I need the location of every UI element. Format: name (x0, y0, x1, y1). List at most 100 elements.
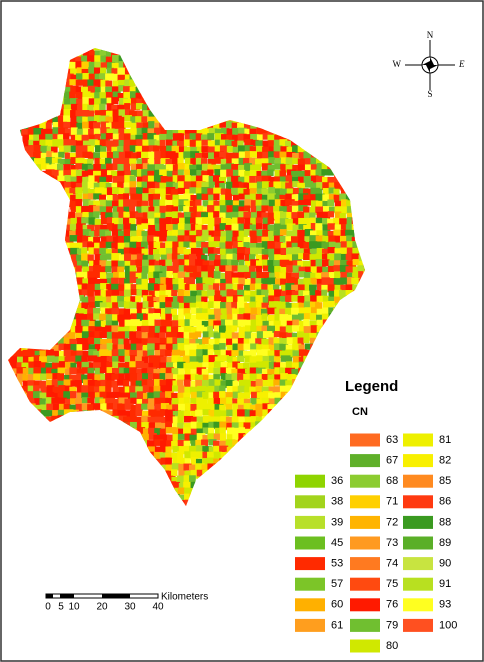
land-patch (112, 163, 122, 171)
land-patch (112, 211, 121, 220)
land-patch (118, 109, 126, 117)
land-patch (243, 271, 254, 279)
land-patch (166, 224, 175, 231)
land-patch (249, 151, 259, 158)
land-patch (130, 163, 141, 172)
land-patch (28, 361, 36, 371)
land-patch (111, 277, 119, 285)
land-patch (105, 325, 113, 333)
land-patch (195, 157, 205, 167)
land-patch (243, 379, 254, 388)
land-patch (16, 367, 27, 376)
land-patch (118, 140, 127, 148)
land-patch (70, 121, 78, 130)
land-patch (166, 265, 176, 273)
land-patch (208, 152, 218, 162)
land-patch (189, 235, 198, 244)
legend-label: 75 (386, 578, 398, 590)
land-patch (339, 193, 346, 202)
land-patch (358, 260, 365, 270)
land-patch (63, 332, 73, 342)
land-patch (81, 308, 88, 317)
land-patch (154, 308, 163, 317)
land-patch (166, 181, 175, 189)
land-patch (345, 266, 355, 273)
land-patch (291, 314, 302, 324)
land-patch (141, 205, 150, 214)
land-patch (189, 242, 197, 249)
land-patch (82, 128, 90, 137)
land-patch (135, 409, 143, 417)
land-patch (105, 373, 115, 381)
land-patch (303, 260, 313, 269)
land-patch (129, 145, 137, 153)
land-patch (280, 164, 290, 173)
land-patch (136, 181, 145, 191)
land-patch (147, 313, 156, 321)
land-patch (238, 164, 245, 172)
land-patch (165, 415, 175, 424)
land-patch (315, 200, 323, 209)
land-patch (111, 398, 120, 408)
scale-tick-label: 5 (58, 602, 64, 613)
land-patch (220, 230, 230, 239)
land-patch (177, 175, 187, 183)
land-patch (201, 152, 212, 159)
land-patch (148, 422, 159, 429)
land-patch (147, 332, 155, 340)
land-patch (202, 446, 212, 455)
land-patch (291, 290, 300, 297)
land-patch (153, 368, 162, 376)
land-patch (165, 151, 176, 160)
land-patch (135, 116, 144, 123)
land-patch (123, 139, 133, 148)
land-patch (310, 266, 321, 274)
land-patch (153, 451, 163, 460)
land-patch (189, 434, 198, 444)
land-patch (291, 362, 300, 369)
land-patch (45, 122, 52, 131)
land-patch (298, 349, 307, 358)
land-patch (292, 356, 302, 365)
land-patch (310, 223, 318, 231)
land-patch (231, 272, 239, 282)
land-patch (237, 122, 247, 131)
land-patch (184, 386, 194, 394)
land-patch (213, 433, 222, 441)
land-patch (117, 410, 126, 419)
land-patch (81, 158, 90, 166)
land-patch (172, 278, 182, 287)
land-patch (195, 140, 203, 150)
land-patch (328, 290, 338, 300)
land-patch (232, 241, 243, 249)
land-patch (304, 170, 314, 178)
land-patch (220, 362, 228, 369)
land-patch (123, 296, 134, 304)
land-patch (124, 187, 132, 196)
land-patch (303, 332, 313, 341)
land-patch (58, 356, 66, 365)
land-patch (334, 206, 343, 215)
land-patch (262, 272, 271, 280)
land-patch (99, 115, 110, 125)
land-patch (87, 181, 98, 189)
land-patch (225, 319, 234, 327)
land-patch (225, 416, 233, 426)
land-patch (189, 302, 200, 310)
land-patch (177, 451, 184, 460)
land-patch (154, 332, 164, 341)
legend-label: 88 (439, 516, 451, 528)
land-patch (201, 458, 211, 466)
land-patch (112, 356, 119, 365)
land-patch (196, 451, 204, 459)
land-patch (93, 128, 100, 135)
land-patch (63, 133, 70, 142)
land-patch (58, 385, 66, 394)
land-patch (267, 379, 276, 387)
land-patch (261, 170, 272, 179)
land-patch (261, 361, 272, 370)
land-patch (81, 134, 90, 142)
land-patch (99, 272, 107, 281)
land-patch (147, 367, 157, 376)
land-patch (76, 368, 85, 377)
